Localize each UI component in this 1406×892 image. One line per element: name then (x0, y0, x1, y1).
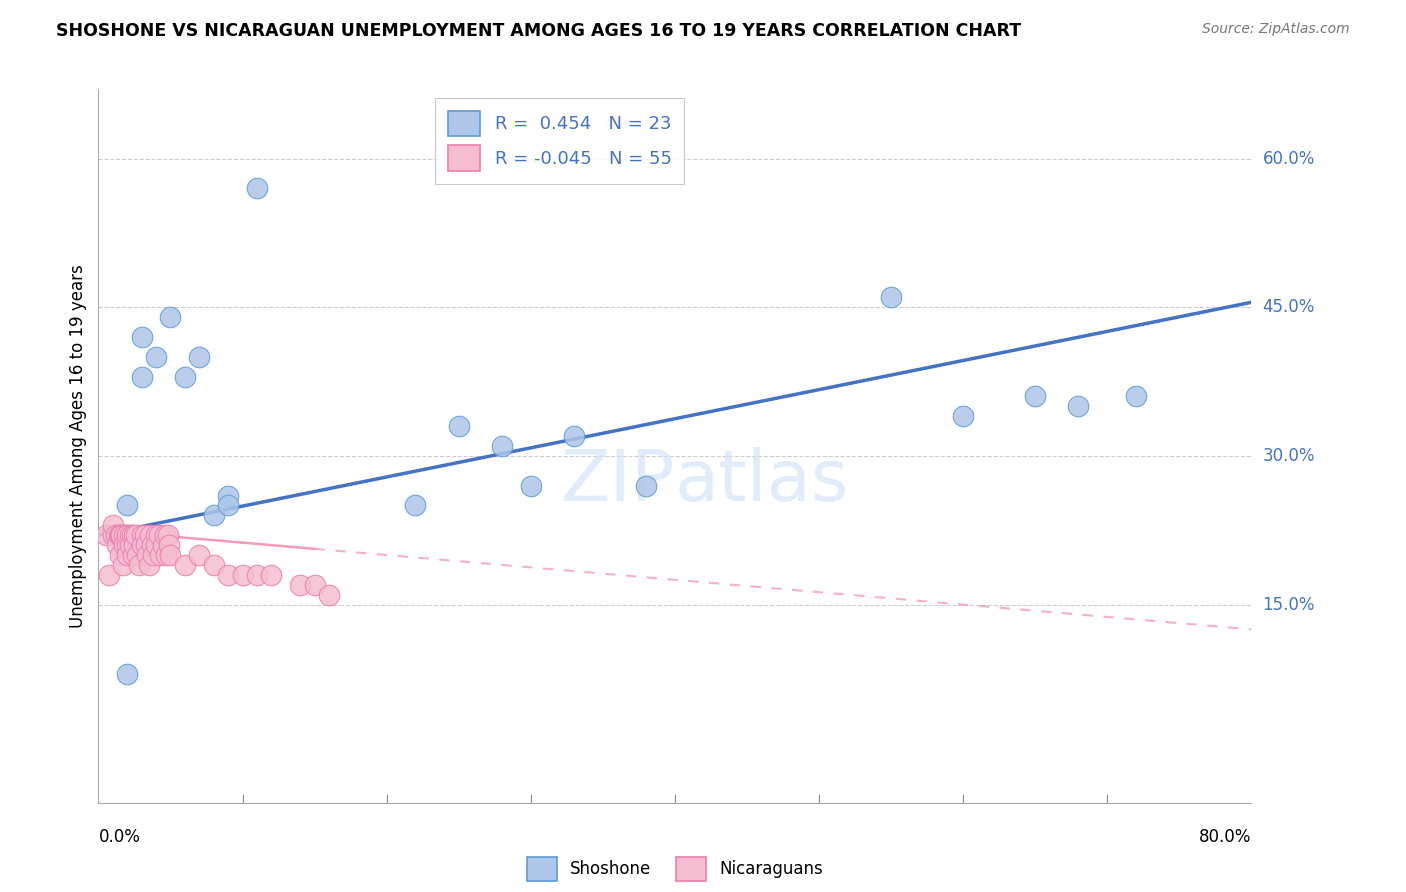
Point (117, 667, 138, 681)
Point (217, 499, 239, 513)
Point (1024, 389, 1046, 403)
Point (153, 528, 176, 542)
Point (880, 290, 903, 304)
Point (141, 538, 163, 552)
Point (117, 548, 138, 562)
Point (120, 538, 142, 552)
Point (217, 489, 239, 503)
Point (101, 518, 124, 533)
Point (1067, 400, 1090, 414)
Point (104, 528, 127, 542)
Point (188, 548, 211, 562)
Point (117, 528, 138, 542)
Point (156, 528, 179, 542)
Text: Source: ZipAtlas.com: Source: ZipAtlas.com (1202, 22, 1350, 37)
Point (1125, 389, 1147, 403)
Point (120, 528, 142, 542)
Point (112, 538, 135, 552)
Point (304, 578, 326, 592)
Text: atlas: atlas (675, 447, 849, 516)
Point (134, 528, 156, 542)
Text: 45.0%: 45.0% (1263, 298, 1315, 317)
Point (159, 548, 181, 562)
Point (491, 439, 513, 453)
Point (110, 528, 132, 542)
Point (131, 330, 153, 344)
Point (125, 528, 148, 542)
Point (952, 409, 974, 424)
Point (174, 558, 197, 572)
Point (318, 588, 340, 602)
Point (122, 548, 145, 562)
Text: ZIP: ZIP (561, 447, 675, 516)
Point (246, 567, 269, 582)
Point (117, 499, 138, 513)
Point (124, 528, 146, 542)
Point (231, 567, 254, 582)
Point (217, 567, 239, 582)
Point (127, 548, 149, 562)
Point (111, 558, 134, 572)
Legend: Shoshone, Nicaraguans: Shoshone, Nicaraguans (520, 850, 830, 888)
Point (155, 548, 177, 562)
Point (157, 538, 180, 552)
Text: 30.0%: 30.0% (1263, 447, 1315, 465)
Point (131, 369, 153, 384)
Point (131, 528, 153, 542)
Point (142, 548, 165, 562)
Point (145, 538, 167, 552)
Point (121, 528, 143, 542)
Point (107, 528, 129, 542)
Point (94, 528, 117, 542)
Point (148, 528, 170, 542)
Point (124, 538, 146, 552)
Text: 15.0%: 15.0% (1263, 596, 1315, 614)
Point (108, 528, 131, 542)
Point (149, 548, 172, 562)
Point (128, 558, 150, 572)
Point (101, 528, 124, 542)
Point (135, 538, 157, 552)
Point (117, 538, 138, 552)
Point (152, 538, 174, 552)
Point (174, 369, 197, 384)
Point (405, 499, 427, 513)
Point (202, 508, 225, 523)
Point (290, 578, 312, 592)
Point (202, 558, 225, 572)
Text: 80.0%: 80.0% (1199, 828, 1251, 846)
Point (145, 350, 167, 364)
Text: 0.0%: 0.0% (98, 828, 141, 846)
Point (562, 429, 585, 443)
Point (117, 528, 138, 542)
Point (145, 528, 167, 542)
Text: 60.0%: 60.0% (1263, 150, 1315, 168)
Point (246, 181, 269, 195)
Point (112, 528, 135, 542)
Point (108, 548, 131, 562)
Point (520, 478, 543, 492)
Point (159, 310, 181, 325)
Point (188, 350, 211, 364)
Point (260, 567, 283, 582)
Point (139, 528, 162, 542)
Point (636, 478, 658, 492)
Point (97, 567, 120, 582)
Point (138, 558, 160, 572)
Point (131, 538, 153, 552)
Y-axis label: Unemployment Among Ages 16 to 19 years: Unemployment Among Ages 16 to 19 years (69, 264, 87, 628)
Point (447, 419, 470, 434)
Point (136, 548, 159, 562)
Text: SHOSHONE VS NICARAGUAN UNEMPLOYMENT AMONG AGES 16 TO 19 YEARS CORRELATION CHART: SHOSHONE VS NICARAGUAN UNEMPLOYMENT AMON… (56, 22, 1021, 40)
Point (105, 538, 128, 552)
